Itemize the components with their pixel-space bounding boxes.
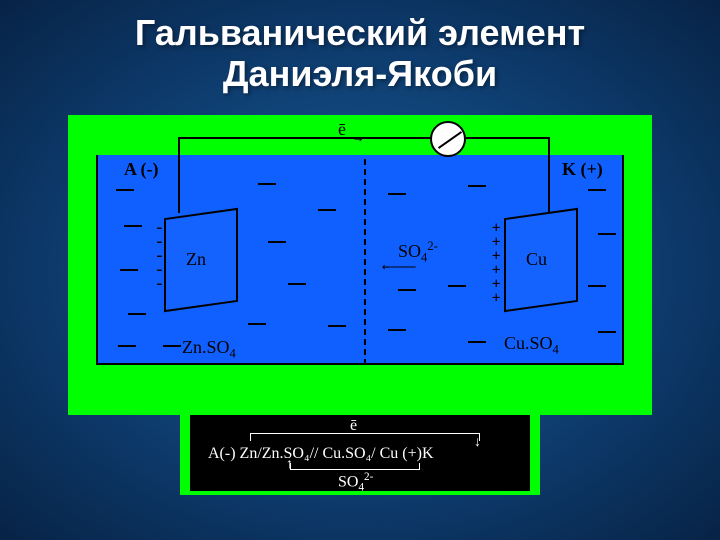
galvanometer-needle [438, 131, 462, 149]
electron-label: ē [338, 119, 346, 140]
title-line-1: Гальванический элемент [135, 12, 585, 53]
solution-dash [120, 269, 138, 271]
charge-plus-icon: + [492, 251, 500, 261]
diagram-background: A (-) K (+) ē → Zn - - - - - Cu + + + + … [68, 115, 652, 415]
galvanometer-icon [430, 121, 466, 157]
cu-electrode-label: Cu [526, 249, 547, 270]
solution-dash [468, 341, 486, 343]
wire-cathode-vertical [548, 137, 550, 165]
solution-dash [268, 241, 286, 243]
solution-dash [163, 345, 181, 347]
cathode-label: K (+) [562, 159, 603, 180]
solution-dash [116, 189, 134, 191]
cuso4-label: Cu.SO4 [504, 333, 559, 358]
solution-dash [258, 183, 276, 185]
electron-arrow-icon: → [354, 131, 362, 147]
charge-plus-icon: + [492, 265, 500, 275]
wire-anode-vertical [178, 137, 180, 165]
notation-bottom-bracket [290, 469, 420, 470]
solution-dash [388, 329, 406, 331]
cell-notation-text: A(-) Zn/Zn.SO₄// Cu.SO₄/ Cu (+)K [208, 445, 434, 463]
solution-dash [398, 289, 416, 291]
so4-arrow-icon: ←——— [382, 259, 416, 275]
notation-top-bracket [250, 433, 480, 434]
charge-plus-icon: + [492, 293, 500, 303]
solution-dash [318, 209, 336, 211]
title-line-2: Даниэля-Якоби [223, 53, 497, 94]
solution-dash [118, 345, 136, 347]
solution-dash [588, 285, 606, 287]
notation-arrow-down-icon: ↓ [474, 433, 481, 449]
wire-top-right [466, 137, 548, 139]
charge-plus-icon: + [492, 279, 500, 289]
charge-plus-icon: + [492, 223, 500, 233]
anode-label: A (-) [124, 159, 159, 180]
solution-dash [128, 313, 146, 315]
notation-so4: SO42- [338, 471, 373, 494]
solution-dash [248, 323, 266, 325]
notation-background: ē ↓ A(-) Zn/Zn.SO₄// Cu.SO₄/ Cu (+)K ↑ S… [180, 415, 540, 495]
cu-lead [548, 165, 550, 213]
solution-dash [448, 285, 466, 287]
znso4-label: Zn.SO4 [182, 337, 236, 362]
solution-dash [598, 331, 616, 333]
zn-electrode-label: Zn [186, 249, 206, 270]
solution-dash [288, 283, 306, 285]
diagram: A (-) K (+) ē → Zn - - - - - Cu + + + + … [68, 115, 652, 495]
charge-plus-icon: + [492, 237, 500, 247]
solution-dash [328, 325, 346, 327]
solution-dash [388, 193, 406, 195]
notation-arrow-up-icon: ↑ [286, 455, 293, 471]
solution-dash [598, 233, 616, 235]
notation-bracket-left [250, 433, 251, 441]
salt-bridge-membrane [364, 159, 366, 365]
notation-bracket-br [419, 463, 420, 470]
zn-lead [178, 165, 180, 213]
solution-dash [588, 189, 606, 191]
wire-top-left [178, 137, 432, 139]
slide-title: Гальванический элемент Даниэля-Якоби [0, 0, 720, 95]
solution-dash [124, 225, 142, 227]
charge-minus-icon: - [154, 279, 165, 289]
solution-dash [468, 185, 486, 187]
cell-notation-box: ē ↓ A(-) Zn/Zn.SO₄// Cu.SO₄/ Cu (+)K ↑ S… [190, 415, 530, 491]
